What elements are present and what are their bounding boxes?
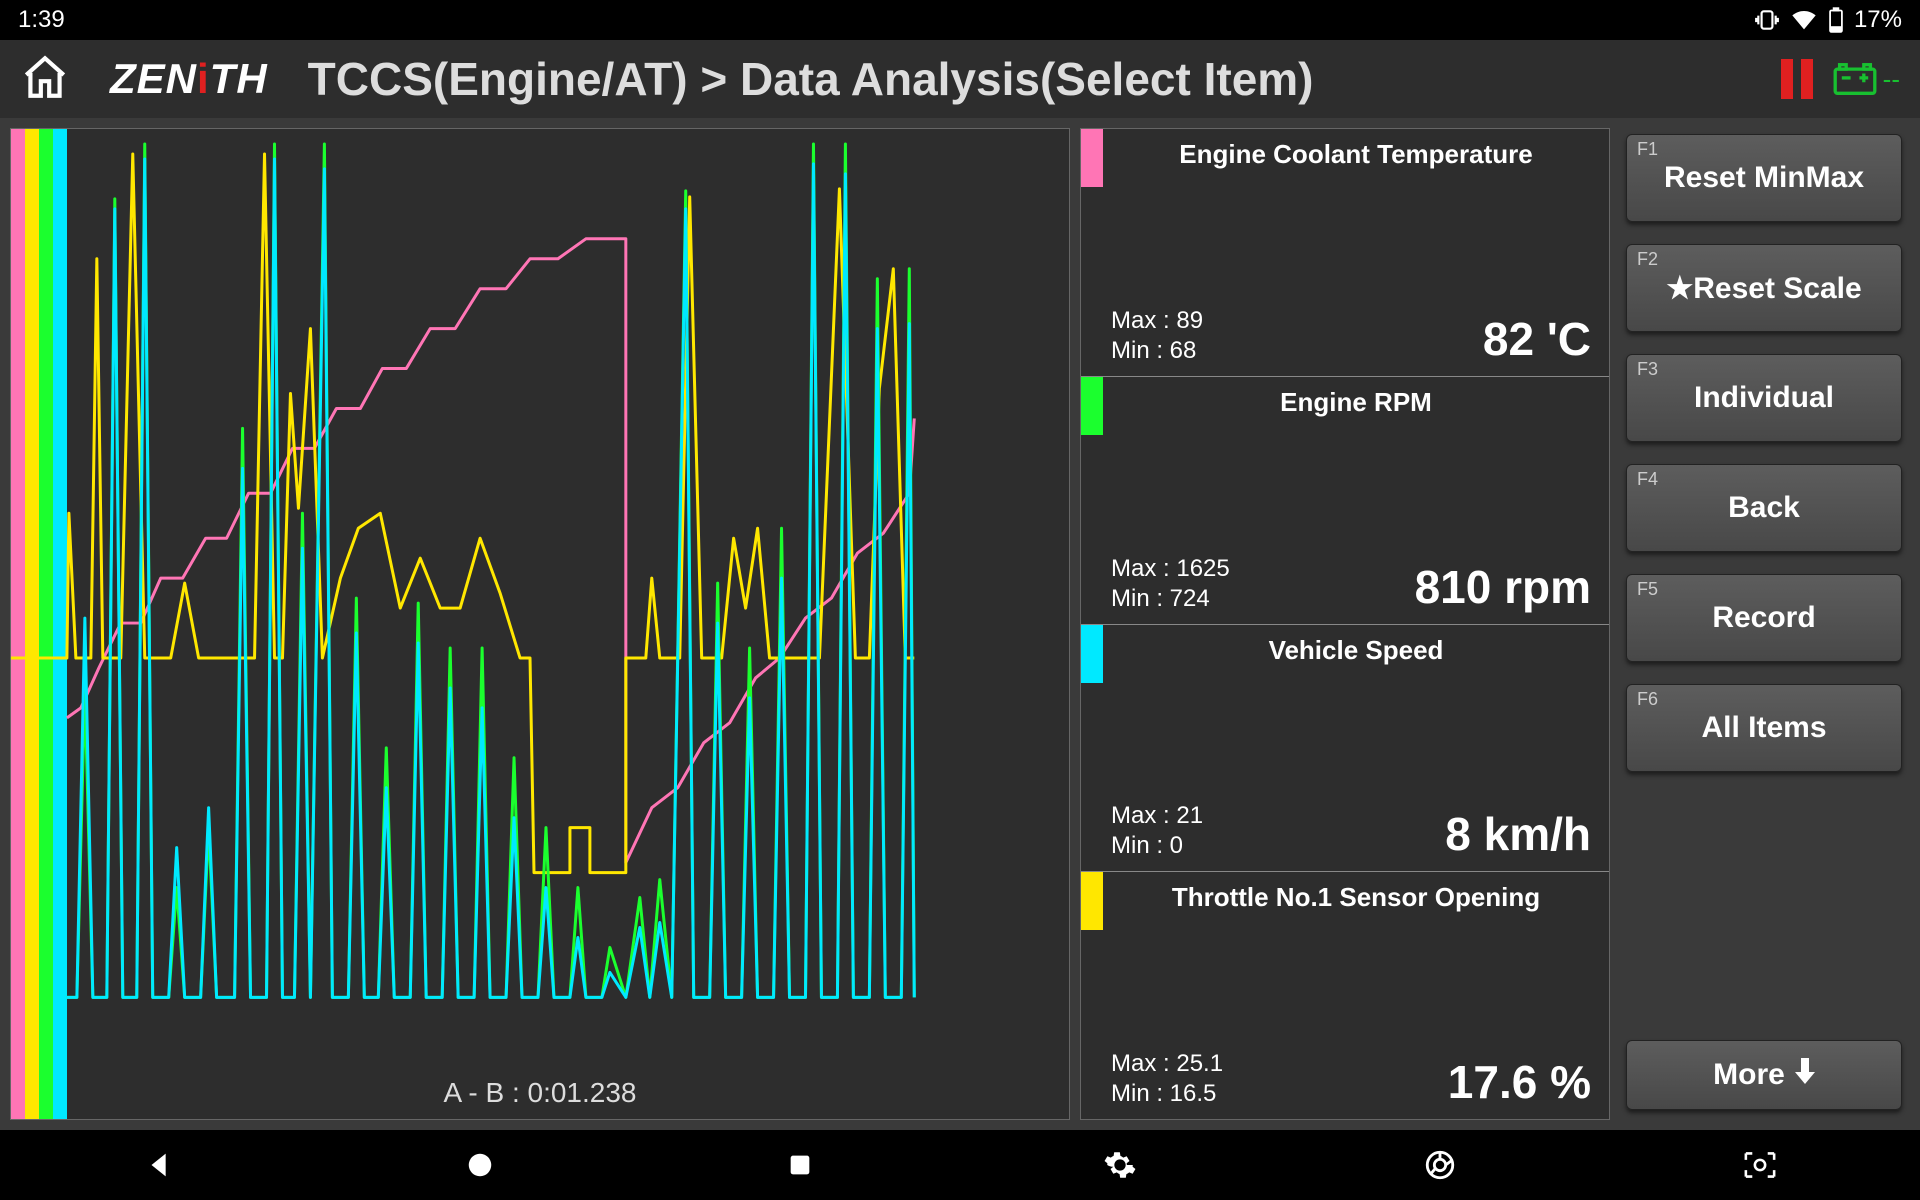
param-card-speed[interactable]: Vehicle Speed Max : 21 Min : 0 8 km/h <box>1081 625 1609 873</box>
all-items-button[interactable]: F6 All Items <box>1626 684 1902 772</box>
brand-logo: ZENiTH <box>110 55 268 103</box>
chart-area[interactable]: A - B : 0:01.238 <box>10 128 1070 1120</box>
fk-label: F4 <box>1637 469 1658 490</box>
param-max: Max : 25.1 <box>1111 1049 1448 1079</box>
param-title: Throttle No.1 Sensor Opening <box>1111 882 1591 913</box>
param-swatch <box>1081 625 1103 683</box>
button-label: Record <box>1712 601 1815 635</box>
nav-screenshot-icon[interactable] <box>1735 1140 1785 1190</box>
fk-label: F3 <box>1637 359 1658 380</box>
button-label: Back <box>1728 491 1800 525</box>
button-label: More <box>1713 1058 1785 1092</box>
reset-scale-button[interactable]: F2 ★Reset Scale <box>1626 244 1902 332</box>
param-swatch <box>1081 377 1103 435</box>
battery-icon <box>1828 7 1844 33</box>
button-label: Individual <box>1694 381 1834 415</box>
nav-back-icon[interactable] <box>135 1140 185 1190</box>
param-min: Min : 16.5 <box>1111 1079 1448 1109</box>
vehicle-battery-icon: -- <box>1833 62 1900 96</box>
pause-icon[interactable] <box>1781 59 1813 99</box>
param-max: Max : 21 <box>1111 801 1445 831</box>
param-value: 82 'C <box>1483 312 1591 366</box>
button-label: All Items <box>1701 711 1826 745</box>
param-min: Min : 68 <box>1111 336 1483 366</box>
fk-label: F5 <box>1637 579 1658 600</box>
record-button[interactable]: F5 Record <box>1626 574 1902 662</box>
param-card-coolant[interactable]: Engine Coolant Temperature Max : 89 Min … <box>1081 129 1609 377</box>
home-icon[interactable] <box>20 52 70 107</box>
reset-minmax-button[interactable]: F1 Reset MinMax <box>1626 134 1902 222</box>
param-title: Engine Coolant Temperature <box>1111 139 1591 170</box>
nav-chrome-icon[interactable] <box>1415 1140 1465 1190</box>
param-title: Vehicle Speed <box>1111 635 1591 666</box>
param-max: Max : 1625 <box>1111 554 1415 584</box>
vibrate-icon <box>1754 7 1780 33</box>
function-button-column: F1 Reset MinMax F2 ★Reset Scale F3 Indiv… <box>1620 128 1910 1120</box>
time-a-b-label: A - B : 0:01.238 <box>443 1077 636 1109</box>
battery-percent: 17% <box>1854 6 1902 34</box>
individual-button[interactable]: F3 Individual <box>1626 354 1902 442</box>
chart-svg <box>11 129 1069 1017</box>
param-value: 17.6 % <box>1448 1055 1591 1109</box>
param-min: Min : 724 <box>1111 584 1415 614</box>
param-card-rpm[interactable]: Engine RPM Max : 1625 Min : 724 810 rpm <box>1081 377 1609 625</box>
app-title-bar: ZENiTH TCCS(Engine/AT) > Data Analysis(S… <box>0 40 1920 118</box>
button-label: ★Reset Scale <box>1666 271 1861 306</box>
nav-recent-icon[interactable] <box>775 1140 825 1190</box>
android-status-bar: 1:39 17% <box>0 0 1920 40</box>
nav-home-icon[interactable] <box>455 1140 505 1190</box>
param-max: Max : 89 <box>1111 306 1483 336</box>
param-value: 810 rpm <box>1415 560 1591 614</box>
nav-settings-icon[interactable] <box>1095 1140 1145 1190</box>
down-arrow-icon <box>1795 1058 1815 1092</box>
wifi-icon <box>1790 8 1818 32</box>
fk-label: F2 <box>1637 249 1658 270</box>
param-min: Min : 0 <box>1111 831 1445 861</box>
param-title: Engine RPM <box>1111 387 1591 418</box>
more-button[interactable]: More <box>1626 1040 1902 1110</box>
breadcrumb: TCCS(Engine/AT) > Data Analysis(Select I… <box>308 52 1741 106</box>
param-swatch <box>1081 872 1103 930</box>
param-card-throttle[interactable]: Throttle No.1 Sensor Opening Max : 25.1 … <box>1081 872 1609 1119</box>
fk-label: F1 <box>1637 139 1658 160</box>
clock: 1:39 <box>18 6 65 34</box>
param-swatch <box>1081 129 1103 187</box>
param-value: 8 km/h <box>1445 807 1591 861</box>
android-nav-bar <box>0 1130 1920 1200</box>
parameter-panel: Engine Coolant Temperature Max : 89 Min … <box>1080 128 1610 1120</box>
fk-label: F6 <box>1637 689 1658 710</box>
vehicle-battery-value: -- <box>1883 64 1900 95</box>
back-button[interactable]: F4 Back <box>1626 464 1902 552</box>
button-label: Reset MinMax <box>1664 161 1864 195</box>
